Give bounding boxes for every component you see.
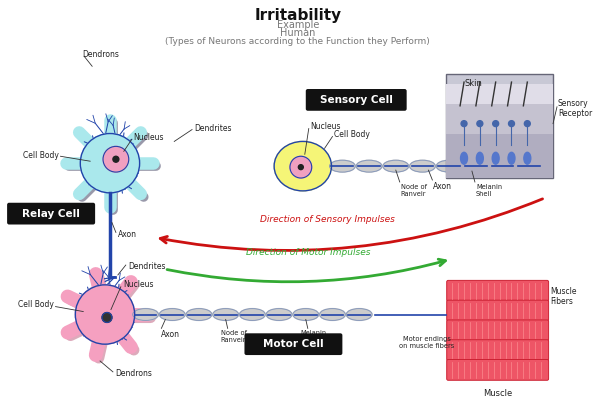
FancyBboxPatch shape [446, 74, 553, 178]
Text: Nucleus: Nucleus [134, 133, 164, 142]
Circle shape [461, 120, 467, 126]
Ellipse shape [476, 152, 484, 164]
Circle shape [76, 285, 134, 344]
Ellipse shape [213, 308, 239, 320]
Text: Cell Body: Cell Body [334, 130, 370, 139]
Circle shape [477, 120, 483, 126]
Text: Irritability: Irritability [254, 8, 341, 23]
Text: Melanin
Shell: Melanin Shell [301, 330, 327, 343]
Ellipse shape [239, 308, 265, 320]
FancyBboxPatch shape [447, 359, 548, 380]
FancyBboxPatch shape [306, 89, 407, 111]
Text: Muscle
Fibers: Muscle Fibers [550, 287, 577, 306]
Text: Sensory Cell: Sensory Cell [320, 95, 392, 105]
Ellipse shape [492, 152, 499, 164]
Ellipse shape [329, 160, 355, 172]
Text: Relay Cell: Relay Cell [22, 209, 80, 219]
FancyBboxPatch shape [446, 104, 553, 134]
Text: Example: Example [277, 20, 319, 30]
Text: Nucleus: Nucleus [311, 122, 341, 131]
Ellipse shape [266, 308, 292, 320]
Text: Sensory
Receptor: Sensory Receptor [558, 99, 592, 119]
Text: Dendrites: Dendrites [194, 124, 232, 133]
FancyBboxPatch shape [244, 333, 343, 355]
Text: (Types of Neurons according to the Function they Perform): (Types of Neurons according to the Funct… [166, 37, 430, 45]
Ellipse shape [160, 308, 185, 320]
Ellipse shape [517, 160, 542, 172]
Text: Dendrites: Dendrites [128, 262, 165, 271]
Text: Motor Cell: Motor Cell [263, 339, 323, 349]
Text: Nucleus: Nucleus [123, 280, 154, 289]
Ellipse shape [133, 308, 158, 320]
Text: Axon: Axon [161, 330, 181, 339]
Circle shape [103, 146, 129, 172]
Text: Direction of Motor Impulses: Direction of Motor Impulses [245, 248, 370, 257]
FancyBboxPatch shape [447, 280, 548, 301]
Text: Muscle: Muscle [483, 389, 512, 398]
Circle shape [298, 165, 304, 170]
Text: Node of
Ranveir: Node of Ranveir [221, 330, 247, 343]
Ellipse shape [320, 308, 346, 320]
Text: Axon: Axon [118, 230, 137, 239]
Ellipse shape [410, 160, 436, 172]
Circle shape [524, 120, 530, 126]
Text: Melanin
Shell: Melanin Shell [476, 184, 502, 197]
Ellipse shape [508, 152, 515, 164]
Text: Dendrons: Dendrons [115, 369, 152, 378]
Circle shape [113, 156, 119, 162]
Circle shape [102, 312, 112, 322]
FancyBboxPatch shape [446, 84, 553, 104]
FancyBboxPatch shape [7, 203, 95, 225]
Text: Axon: Axon [433, 182, 452, 191]
Text: Direction of Sensory Impulses: Direction of Sensory Impulses [260, 215, 395, 224]
Text: Cell Body: Cell Body [18, 300, 53, 309]
Ellipse shape [436, 160, 462, 172]
FancyBboxPatch shape [446, 134, 553, 178]
Ellipse shape [293, 308, 319, 320]
Ellipse shape [383, 160, 409, 172]
Text: Node of
Ranveir: Node of Ranveir [401, 184, 427, 197]
Ellipse shape [274, 141, 331, 191]
Ellipse shape [356, 160, 382, 172]
Text: Dendrons: Dendrons [82, 50, 119, 59]
FancyBboxPatch shape [447, 320, 548, 341]
Circle shape [493, 120, 499, 126]
Ellipse shape [490, 160, 515, 172]
Ellipse shape [524, 152, 531, 164]
FancyBboxPatch shape [447, 340, 548, 361]
Circle shape [290, 156, 312, 178]
Text: Motor endings
on muscle fibers: Motor endings on muscle fibers [399, 336, 454, 349]
Ellipse shape [463, 160, 489, 172]
Ellipse shape [461, 152, 467, 164]
Text: Human: Human [280, 28, 316, 38]
Ellipse shape [346, 308, 372, 320]
Text: Skin: Skin [465, 79, 483, 88]
Ellipse shape [186, 308, 212, 320]
Circle shape [80, 134, 140, 193]
FancyBboxPatch shape [447, 300, 548, 321]
Text: Cell Body: Cell Body [23, 151, 59, 160]
Circle shape [509, 120, 514, 126]
